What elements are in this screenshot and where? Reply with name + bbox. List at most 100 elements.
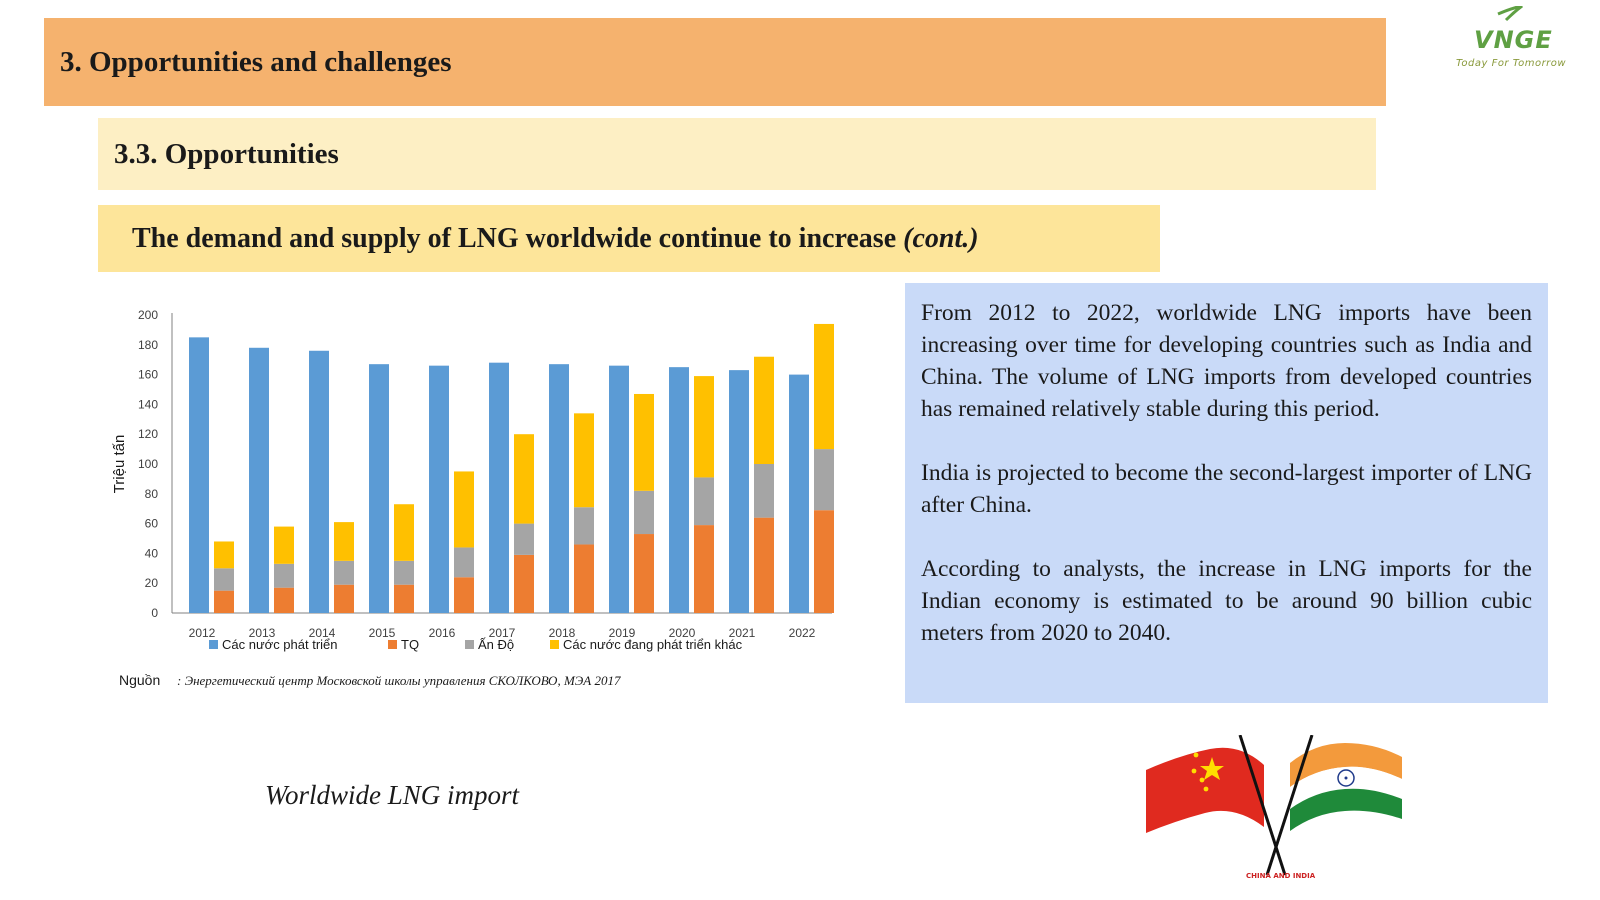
legend-label: Các nước đang phát triển khác xyxy=(563,637,743,652)
section-heading: 3. Opportunities and challenges xyxy=(44,18,1386,106)
slide-title-suffix: (cont.) xyxy=(903,222,979,254)
legend-swatch xyxy=(388,640,397,649)
lng-import-chart: 0 20 40 60 80 100 120 140 160 180 200 Triệu tấn 2012… xyxy=(111,308,834,688)
bar-các-nước-phát-triển-2013 xyxy=(249,347,269,613)
logo-tagline: Today For Tomorrow xyxy=(1456,58,1567,69)
bar-các-nước-phát-triển-2015 xyxy=(369,364,389,613)
bar-segment-2018 xyxy=(574,544,594,613)
bar-segment-2018 xyxy=(574,413,594,508)
bar-các-nước-phát-triển-2012 xyxy=(189,337,209,613)
bar-segment-2019 xyxy=(634,534,654,613)
legend-swatch xyxy=(465,640,474,649)
bar-các-nước-phát-triển-2022 xyxy=(789,374,809,613)
bar-các-nước-phát-triển-2019 xyxy=(609,365,629,613)
bar-segment-2017 xyxy=(514,554,534,613)
china-flag-icon xyxy=(1146,747,1264,833)
bar-segment-2016 xyxy=(454,577,474,613)
x-tick-label: 2019 xyxy=(609,626,636,640)
legend-label: TQ xyxy=(401,637,419,652)
bar-segment-2020 xyxy=(694,477,714,526)
y-tick-label: 0 xyxy=(151,606,158,620)
x-tick-label: 2022 xyxy=(789,626,816,640)
bar-segment-2015 xyxy=(394,504,414,561)
y-tick-label: 40 xyxy=(145,546,159,560)
source-label: Nguồn xyxy=(119,672,160,688)
x-tick-label: 2021 xyxy=(729,626,756,640)
legend-swatch xyxy=(550,640,559,649)
bar-segment-2021 xyxy=(754,356,774,464)
india-flagpole xyxy=(1265,735,1314,876)
bar-segment-2016 xyxy=(454,547,474,578)
y-tick-label: 100 xyxy=(138,457,158,471)
china-india-flags-image xyxy=(1146,735,1402,876)
y-tick-label: 200 xyxy=(138,308,158,322)
x-tick-label: 2014 xyxy=(309,626,336,640)
x-tick-label: 2016 xyxy=(429,626,456,640)
y-tick-label: 60 xyxy=(145,517,159,531)
info-paragraph-1: From 2012 to 2022, worldwide LNG imports… xyxy=(921,300,1532,422)
info-paragraph-2: India is projected to become the second-… xyxy=(921,460,1532,518)
x-tick-label: 2018 xyxy=(549,626,576,640)
y-tick-label: 160 xyxy=(138,368,158,382)
bar-segment-2019 xyxy=(634,393,654,491)
chart-caption: Worldwide LNG import xyxy=(265,780,520,810)
slide-title-main: The demand and supply of LNG worldwide c… xyxy=(132,222,904,254)
x-tick-label: 2015 xyxy=(369,626,396,640)
y-tick-label: 80 xyxy=(145,487,159,501)
y-tick-label: 140 xyxy=(138,397,158,411)
bar-segment-2021 xyxy=(754,517,774,613)
bar-segment-2022 xyxy=(814,449,834,511)
bar-segment-2012 xyxy=(214,568,234,591)
y-tick-label: 120 xyxy=(138,427,158,441)
x-tick-label: 2017 xyxy=(489,626,516,640)
china-flagpole xyxy=(1238,735,1287,876)
bar-segment-2014 xyxy=(334,560,354,585)
bar-segment-2022 xyxy=(814,510,834,613)
vnge-logo: VNGE Today For Tomorrow xyxy=(1452,6,1592,72)
bar-các-nước-phát-triển-2016 xyxy=(429,365,449,613)
logo-text: VNGE xyxy=(1474,26,1553,54)
info-box: From 2012 to 2022, worldwide LNG imports… xyxy=(905,283,1548,703)
bar-segment-2012 xyxy=(214,590,234,613)
legend-swatch xyxy=(209,640,218,649)
source-text: : Энергетический центр Московской школы … xyxy=(177,673,621,688)
bar-segment-2019 xyxy=(634,490,654,535)
slide-title: The demand and supply of LNG worldwide c… xyxy=(115,223,979,255)
bar-các-nước-phát-triển-2021 xyxy=(729,370,749,613)
y-tick-label: 180 xyxy=(138,338,158,352)
india-flag-icon xyxy=(1290,743,1402,831)
bar-segment-2016 xyxy=(454,471,474,548)
bar-segment-2021 xyxy=(754,464,774,518)
x-tick-label: 2012 xyxy=(189,626,216,640)
bar-các-nước-phát-triển-2017 xyxy=(489,362,509,613)
slide-title-bar: The demand and supply of LNG worldwide c… xyxy=(98,205,1160,272)
bar-segment-2014 xyxy=(334,584,354,613)
bar-segment-2018 xyxy=(574,507,594,545)
info-paragraph-3: According to analysts, the increase in L… xyxy=(921,556,1532,646)
bar-segment-2017 xyxy=(514,434,534,524)
subsection-title: 3.3. Opportunities xyxy=(114,137,339,170)
legend-label: Các nước phát triển xyxy=(222,637,338,652)
bar-segment-2020 xyxy=(694,525,714,613)
x-tick-label: 2020 xyxy=(669,626,696,640)
section-title: 3. Opportunities and challenges xyxy=(60,45,452,78)
bar-segment-2013 xyxy=(274,563,294,588)
logo-swoosh-icon xyxy=(1497,6,1523,22)
bar-segment-2012 xyxy=(214,541,234,569)
bar-các-nước-phát-triển-2018 xyxy=(549,364,569,613)
y-axis-title: Triệu tấn xyxy=(111,435,128,494)
bar-các-nước-phát-triển-2020 xyxy=(669,367,689,613)
bar-segment-2015 xyxy=(394,560,414,585)
bar-segment-2014 xyxy=(334,522,354,561)
x-tick-label: 2013 xyxy=(249,626,276,640)
bar-segment-2020 xyxy=(694,376,714,478)
legend-label: Ấn Độ xyxy=(478,637,514,652)
subsection-heading: 3.3. Opportunities xyxy=(98,118,1376,190)
bar-segment-2022 xyxy=(814,323,834,450)
bar-segment-2013 xyxy=(274,526,294,564)
bar-các-nước-phát-triển-2014 xyxy=(309,350,329,613)
flags-label: CHINA AND INDIA xyxy=(1246,872,1316,880)
y-tick-label: 20 xyxy=(145,576,159,590)
bar-segment-2013 xyxy=(274,587,294,613)
bar-segment-2017 xyxy=(514,523,534,555)
